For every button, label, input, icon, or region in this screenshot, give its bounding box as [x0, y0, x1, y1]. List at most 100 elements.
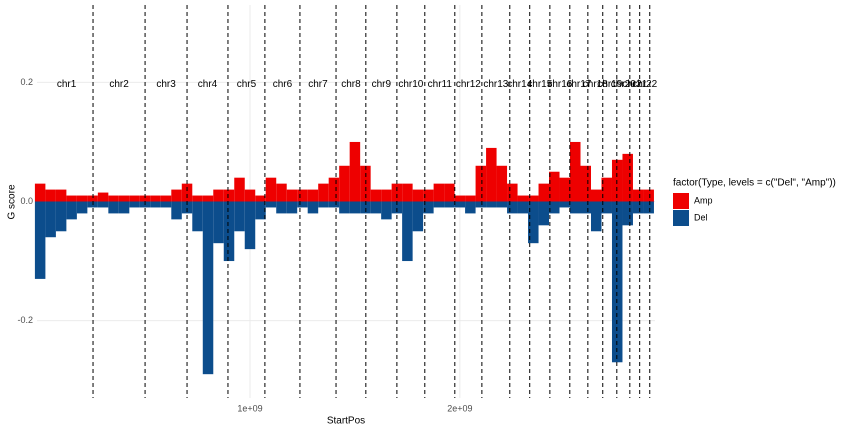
bar: [496, 201, 508, 208]
bar: [265, 177, 277, 202]
chromosome-label: chr6: [273, 79, 293, 90]
bar: [244, 201, 256, 250]
bar: [171, 189, 182, 202]
bar: [255, 201, 266, 220]
chromosome-label: chr12: [456, 79, 481, 90]
chromosome-label: chr3: [156, 79, 176, 90]
bar: [391, 201, 403, 214]
bar: [433, 201, 445, 208]
bar: [580, 165, 591, 202]
bar: [192, 201, 203, 232]
bar: [475, 201, 487, 208]
bar: [444, 183, 455, 202]
bar: [496, 165, 508, 202]
bar: [360, 201, 371, 214]
bar: [465, 201, 476, 214]
bar: [129, 201, 140, 208]
bar: [66, 195, 77, 202]
y-axis-label: G score: [7, 184, 18, 219]
bar: [517, 201, 529, 214]
bar: [307, 189, 319, 202]
bar: [538, 183, 550, 202]
bar: [97, 201, 109, 208]
bar: [559, 201, 571, 208]
bar: [370, 201, 382, 214]
bar: [423, 201, 434, 214]
bar: [76, 201, 88, 214]
chromosome-label: chr21: [622, 79, 647, 90]
legend-label: Del: [694, 212, 708, 222]
chromosome-label: chr20: [611, 79, 636, 90]
bar: [202, 195, 214, 202]
bar: [601, 177, 612, 202]
bar: [402, 201, 413, 262]
bar: [528, 195, 539, 202]
chromosome-label: chr2: [109, 79, 129, 90]
chromosome-label: chr13: [483, 79, 508, 90]
chromosome-label: chr15: [527, 79, 552, 90]
bar: [108, 201, 119, 214]
x-axis-label: StartPos: [327, 416, 365, 427]
chromosome-label: chr5: [237, 79, 257, 90]
bar: [570, 201, 581, 214]
bar: [412, 201, 424, 232]
y-tick-label: 0.2: [20, 77, 33, 87]
bar: [160, 195, 172, 202]
bar: [45, 201, 56, 238]
bar: [181, 183, 193, 202]
bar: [328, 201, 340, 208]
chromosome-label: chr16: [547, 79, 572, 90]
bar: [549, 201, 560, 214]
bar: [590, 189, 602, 202]
bar: [297, 201, 308, 208]
chromosome-label: chr19: [597, 79, 622, 90]
chromosome-label: chr9: [372, 79, 392, 90]
bar: [213, 189, 224, 202]
bar: [276, 201, 287, 214]
bar: [118, 201, 130, 214]
bar: [223, 201, 235, 262]
bar: [150, 195, 161, 202]
chromosome-label: chr1: [57, 79, 77, 90]
bar: [139, 195, 151, 202]
bar: [370, 189, 382, 202]
x-tick-label: 1e+09: [237, 403, 262, 413]
bar: [307, 201, 319, 214]
bar: [580, 201, 591, 214]
bar: [34, 201, 46, 279]
bar: [538, 201, 550, 226]
bar: [570, 141, 581, 202]
bar: [528, 201, 539, 244]
bar: [76, 195, 88, 202]
legend-swatch: [673, 193, 689, 209]
bar: [486, 201, 497, 208]
bar: [265, 201, 277, 208]
bar: [150, 201, 161, 208]
bar: [349, 201, 361, 214]
bar: [97, 192, 109, 202]
bar: [45, 189, 56, 202]
chromosome-label: chr10: [398, 79, 423, 90]
bar: [255, 195, 266, 202]
bar: [108, 195, 119, 202]
bar: [318, 183, 329, 202]
bar: [559, 177, 571, 202]
x-tick-label: 2e+09: [447, 403, 472, 413]
chromosome-label: chr8: [341, 79, 361, 90]
bar: [391, 183, 403, 202]
bar: [213, 201, 224, 244]
chromosome-label: chr14: [507, 79, 532, 90]
bar: [454, 195, 466, 202]
bar: [381, 189, 392, 202]
bar: [402, 183, 413, 202]
chromosome-label: chr4: [198, 79, 218, 90]
bar: [87, 195, 98, 202]
chromosome-label: chr22: [632, 79, 657, 90]
bar: [507, 201, 518, 214]
bar: [622, 201, 633, 226]
bar: [276, 183, 287, 202]
bar: [160, 201, 172, 208]
bar: [181, 201, 193, 214]
bar: [328, 177, 340, 202]
